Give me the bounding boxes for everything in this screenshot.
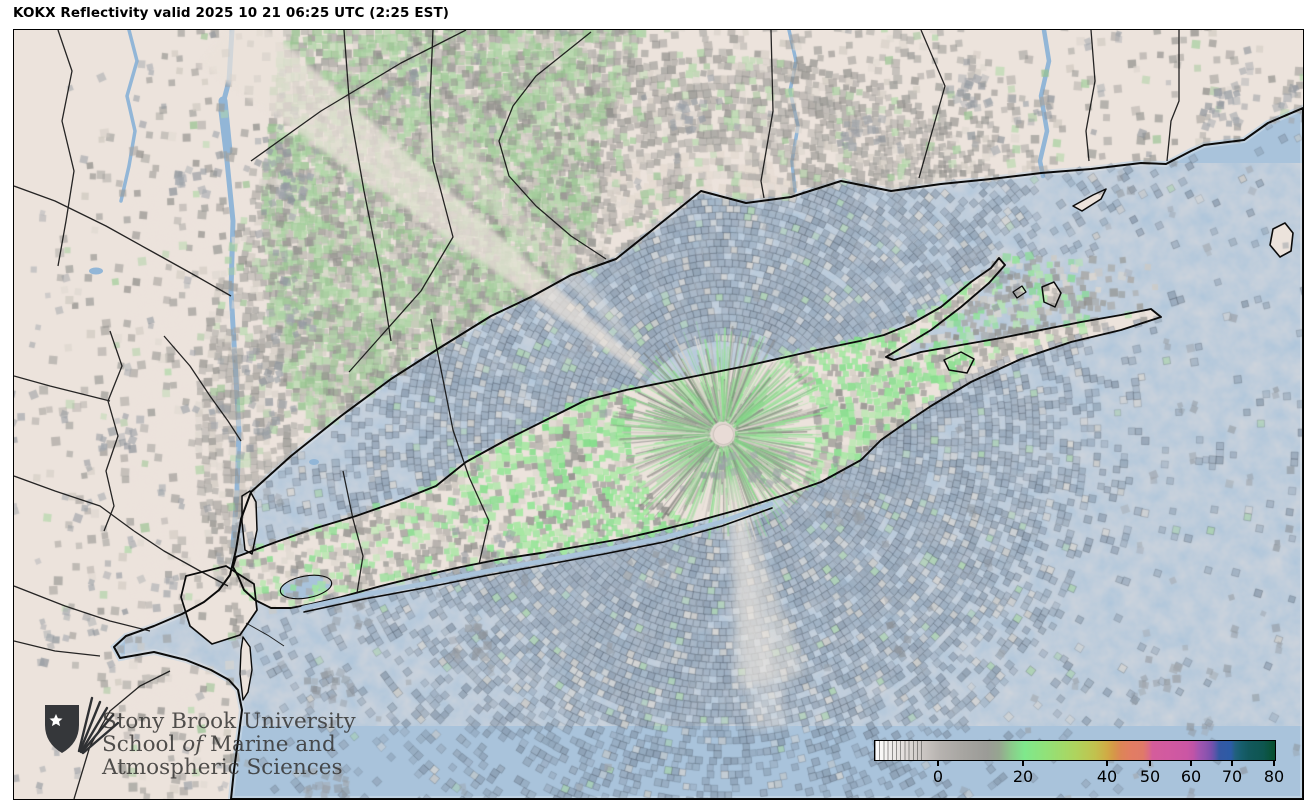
sbu-shield-logo [45, 696, 120, 755]
colorbar-tick [1149, 761, 1151, 766]
colorbar-tick [1022, 761, 1024, 766]
colorbar-tick [1273, 761, 1275, 766]
shield-icon [45, 705, 79, 753]
colorbar-tick-label: 50 [1139, 767, 1161, 786]
star-icon [49, 714, 63, 727]
state-county-boundaries [14, 30, 1180, 799]
radar-site-marker [713, 424, 733, 444]
colorbar-tick [1231, 761, 1233, 766]
colorbar-tick-label: 0 [932, 767, 944, 786]
branding-text: Stony Brook University School of Marine … [102, 710, 356, 779]
colorbar-tick-label: 70 [1221, 767, 1243, 786]
colorbar-tick-label: 20 [1012, 767, 1034, 786]
colorbar-gradient [874, 740, 1276, 761]
colorbar-tick [1106, 761, 1108, 766]
page-title: KOKX Reflectivity valid 2025 10 21 06:25… [13, 5, 450, 21]
branding-line-3: Atmospheric Sciences [102, 755, 343, 780]
colorbar-tick-label: 80 [1263, 767, 1285, 786]
colorbar-tick-label: 60 [1180, 767, 1202, 786]
radar-map: Stony Brook University School of Marine … [13, 29, 1304, 800]
colorbar-tick-label: 40 [1096, 767, 1118, 786]
branding-block: Stony Brook University School of Marine … [42, 694, 356, 799]
colorbar-tick [937, 761, 939, 766]
reflectivity-colorbar: 0 20 40 50 60 70 80 [874, 740, 1284, 798]
shield-rays-icon [77, 696, 120, 755]
colorbar-tick [1190, 761, 1192, 766]
boundary-lines-svg [14, 30, 1303, 799]
branding-line-2: School of Marine and [102, 732, 336, 757]
coastlines [113, 107, 1303, 799]
branding-line-1: Stony Brook University [102, 709, 356, 734]
colorbar-segment-lines [875, 741, 923, 760]
